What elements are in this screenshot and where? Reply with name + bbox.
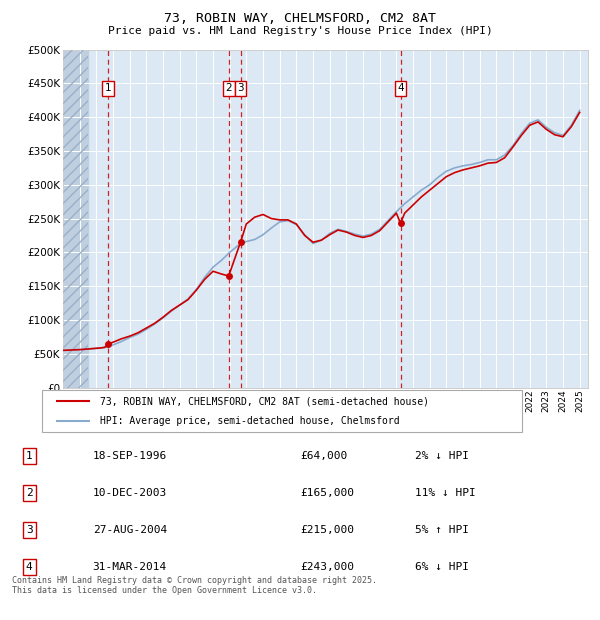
Text: 2: 2 [26, 488, 32, 498]
Text: £215,000: £215,000 [300, 525, 354, 535]
Text: £243,000: £243,000 [300, 562, 354, 572]
Text: 27-AUG-2004: 27-AUG-2004 [92, 525, 167, 535]
Text: Price paid vs. HM Land Registry's House Price Index (HPI): Price paid vs. HM Land Registry's House … [107, 26, 493, 36]
Text: 10-DEC-2003: 10-DEC-2003 [92, 488, 167, 498]
Text: 2% ↓ HPI: 2% ↓ HPI [415, 451, 469, 461]
Text: 18-SEP-1996: 18-SEP-1996 [92, 451, 167, 461]
Text: Contains HM Land Registry data © Crown copyright and database right 2025.
This d: Contains HM Land Registry data © Crown c… [12, 576, 377, 595]
Text: 73, ROBIN WAY, CHELMSFORD, CM2 8AT (semi-detached house): 73, ROBIN WAY, CHELMSFORD, CM2 8AT (semi… [100, 396, 428, 406]
Text: 6% ↓ HPI: 6% ↓ HPI [415, 562, 469, 572]
Text: 11% ↓ HPI: 11% ↓ HPI [415, 488, 476, 498]
Text: 5% ↑ HPI: 5% ↑ HPI [415, 525, 469, 535]
Text: £165,000: £165,000 [300, 488, 354, 498]
Text: 31-MAR-2014: 31-MAR-2014 [92, 562, 167, 572]
Bar [63, 50, 88, 388]
Text: 73, ROBIN WAY, CHELMSFORD, CM2 8AT: 73, ROBIN WAY, CHELMSFORD, CM2 8AT [164, 12, 436, 25]
Text: 2: 2 [226, 84, 232, 94]
Text: 3: 3 [237, 84, 244, 94]
Text: 4: 4 [26, 562, 32, 572]
Text: £64,000: £64,000 [300, 451, 347, 461]
Text: HPI: Average price, semi-detached house, Chelmsford: HPI: Average price, semi-detached house,… [100, 415, 399, 426]
Bar [63, 50, 88, 388]
Text: 1: 1 [105, 84, 112, 94]
Text: 3: 3 [26, 525, 32, 535]
FancyBboxPatch shape [42, 390, 522, 432]
Text: 1: 1 [26, 451, 32, 461]
Text: 4: 4 [397, 84, 404, 94]
